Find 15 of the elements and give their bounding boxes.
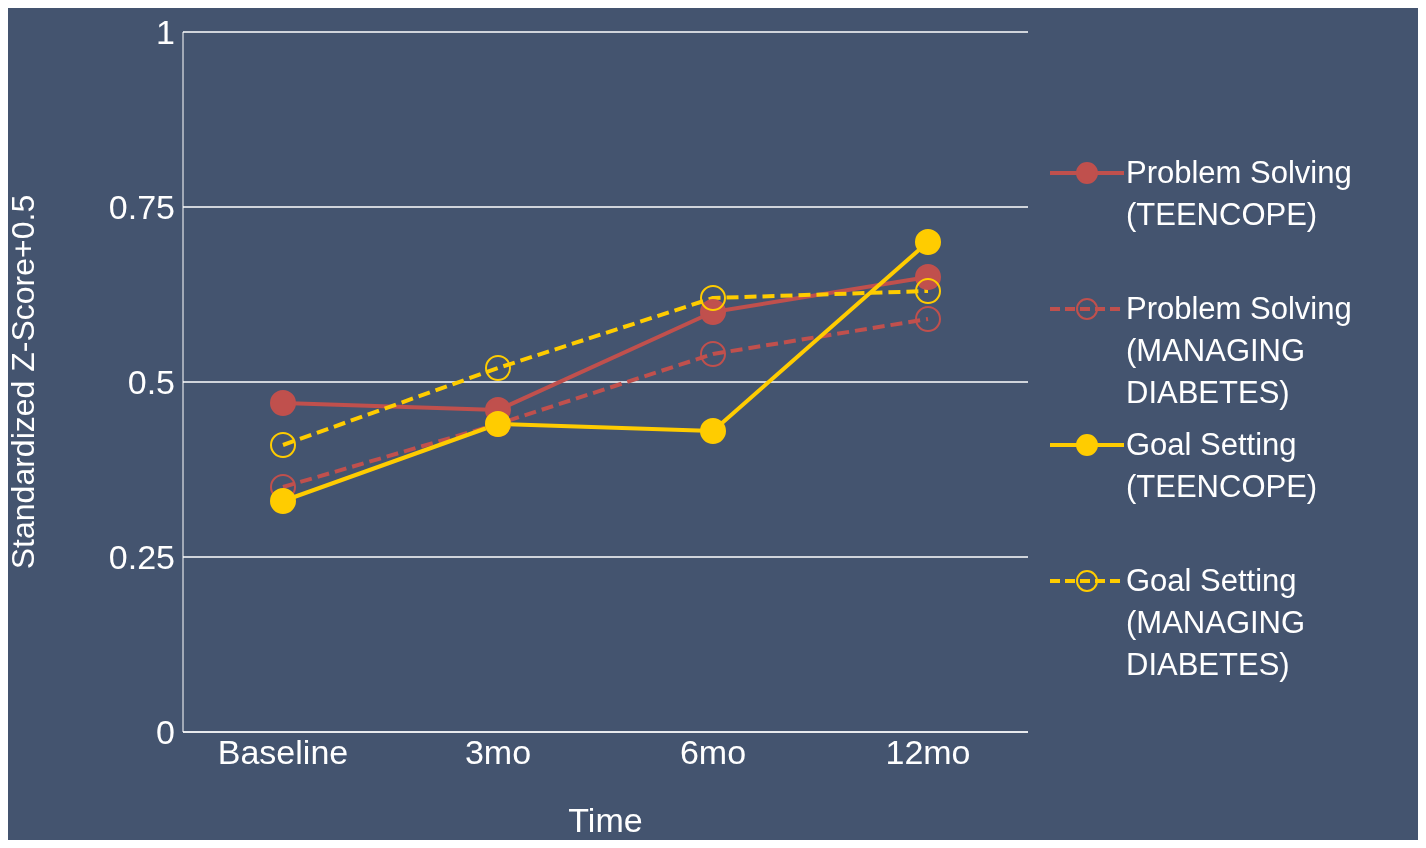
x-axis-title: Time [568,801,643,839]
x-tick-label: 6mo [679,733,747,772]
x-tick-label: Baseline [217,733,349,772]
y-tick-label: 0.5 [127,363,175,402]
legend-label: Goal Setting (MANAGING DIABETES) [1126,562,1307,684]
x-tick-label: 3mo [464,733,532,772]
y-tick-label: 0 [156,713,175,752]
y-axis-title: Standardized Z-Score+0.5 [5,194,42,570]
y-tick-label: 0.25 [108,538,175,577]
x-tick-label: 12mo [885,733,971,772]
legend-label: Goal Setting (TEENCOPE) [1126,426,1319,506]
legend-label: Problem Solving (TEENCOPE) [1126,154,1353,234]
y-tick-label: 0.75 [108,188,175,227]
legend-label: Problem Solving (MANAGING DIABETES) [1126,290,1353,412]
y-tick-label: 1 [156,13,175,52]
